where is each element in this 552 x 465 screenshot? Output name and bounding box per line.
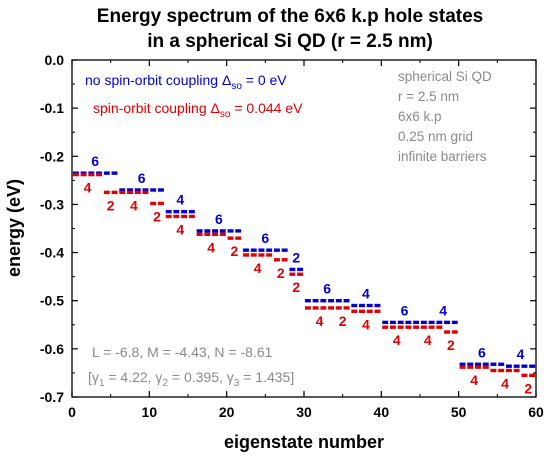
x-tick-label: 0 bbox=[68, 404, 76, 420]
legend-subscript: so bbox=[220, 109, 231, 120]
y-axis-label: energy (eV) bbox=[4, 179, 24, 277]
x-tick-label: 40 bbox=[374, 404, 390, 420]
param-text-segment: = 0.395, γ bbox=[168, 369, 234, 385]
so-degeneracy-label: 2 bbox=[231, 243, 239, 259]
legend-subscript: so bbox=[231, 81, 242, 92]
so-degeneracy-label: 4 bbox=[424, 332, 432, 348]
so-degeneracy-label: 2 bbox=[153, 208, 161, 224]
so-degeneracy-label: 4 bbox=[362, 316, 370, 332]
info-line: 0.25 nm grid bbox=[398, 129, 473, 144]
so-degeneracy-label: 2 bbox=[277, 265, 285, 281]
no-so-degeneracy-label: 2 bbox=[292, 249, 300, 265]
x-tick-label: 10 bbox=[142, 404, 158, 420]
info-line: infinite barriers bbox=[398, 149, 487, 164]
so-degeneracy-label: 4 bbox=[316, 313, 324, 329]
info-line: spherical Si QD bbox=[398, 69, 492, 84]
no-so-degeneracy-label: 4 bbox=[362, 286, 370, 302]
no-so-degeneracy-label: 4 bbox=[176, 192, 184, 208]
y-tick-label: -0.6 bbox=[40, 341, 64, 357]
legend: no spin-orbit coupling Δso = 0 eV spin-or… bbox=[85, 72, 303, 120]
chart-title-line-2: in a spherical Si QD (r = 2.5 nm) bbox=[147, 31, 433, 52]
legend-value: = 0 eV bbox=[242, 72, 287, 88]
so-degeneracy-label: 2 bbox=[292, 279, 300, 295]
no-so-degeneracy-label: 6 bbox=[138, 170, 146, 186]
param-subscript: 3 bbox=[234, 378, 240, 389]
param-text-segment: = 4.22, γ bbox=[104, 369, 162, 385]
no-so-degeneracy-label: 6 bbox=[215, 211, 223, 227]
x-axis-label: eigenstate number bbox=[224, 432, 384, 452]
so-degeneracy-label: 4 bbox=[207, 239, 215, 255]
so-degeneracy-label: 4 bbox=[84, 180, 92, 196]
y-tick-label: -0.4 bbox=[40, 245, 64, 261]
so-degeneracy-label: 2 bbox=[447, 337, 455, 353]
no-so-degeneracy-label: 6 bbox=[261, 230, 269, 246]
so-degeneracy-label: 2 bbox=[524, 380, 532, 396]
info-line: 6x6 k.p bbox=[398, 109, 442, 124]
so-degeneracy-label: 4 bbox=[176, 221, 184, 237]
parameters-box: L = -6.8, M = -4.43, N = -8.61 [γ1 = 4.22… bbox=[88, 344, 294, 389]
info-box: spherical Si QD r = 2.5 nm 6x6 k.p 0.25 nm … bbox=[398, 69, 492, 164]
y-tick-label: -0.3 bbox=[40, 196, 64, 212]
params-luttinger-gamma: [γ1 = 4.22, γ2 = 0.395, γ3 = 1.435] bbox=[88, 369, 294, 389]
axis-ticks: 0 10 20 30 40 50 60 0.0 -0.1 -0.2 -0.3 -0.4 -0.5 -0.6… bbox=[40, 52, 544, 420]
so-degeneracy-label: 4 bbox=[470, 372, 478, 388]
so-degeneracy-label: 2 bbox=[339, 313, 347, 329]
y-tick-label: 0.0 bbox=[45, 52, 65, 68]
y-tick-label: -0.5 bbox=[40, 293, 64, 309]
so-degeneracy-label: 4 bbox=[254, 260, 262, 276]
x-tick-label: 50 bbox=[451, 404, 467, 420]
no-so-degeneracy-label: 4 bbox=[439, 302, 447, 318]
so-degeneracy-label: 4 bbox=[501, 376, 509, 392]
so-degeneracy-label: 4 bbox=[393, 332, 401, 348]
no-so-degeneracy-label: 6 bbox=[323, 281, 331, 297]
y-tick-label: -0.7 bbox=[40, 389, 64, 405]
no-so-degeneracy-label: 6 bbox=[91, 153, 99, 169]
legend-entry-no-so: no spin-orbit coupling Δso = 0 eV bbox=[85, 72, 287, 92]
legend-entry-so: spin-orbit coupling Δso = 0.044 eV bbox=[93, 100, 303, 120]
so-degeneracy-label: 2 bbox=[107, 197, 115, 213]
chart-title-line-1: Energy spectrum of the 6x6 k.p hole stat… bbox=[97, 6, 483, 27]
no-so-degeneracy-label: 6 bbox=[478, 344, 486, 360]
y-tick-label: -0.1 bbox=[40, 100, 64, 116]
param-text-segment: = 1.435] bbox=[239, 369, 294, 385]
params-luttinger-lmn: L = -6.8, M = -4.43, N = -8.61 bbox=[92, 344, 273, 360]
y-tick-label: -0.2 bbox=[40, 148, 64, 164]
x-tick-label: 60 bbox=[528, 404, 544, 420]
no-so-degeneracy-label: 4 bbox=[517, 346, 525, 362]
x-tick-label: 30 bbox=[296, 404, 312, 420]
no-so-degeneracy-label: 6 bbox=[401, 302, 409, 318]
param-text-segment: [γ bbox=[88, 369, 99, 385]
so-degeneracy-label: 4 bbox=[130, 197, 138, 213]
param-subscript: 1 bbox=[99, 378, 105, 389]
param-subscript: 2 bbox=[162, 378, 168, 389]
info-line: r = 2.5 nm bbox=[398, 89, 459, 104]
x-tick-label: 20 bbox=[219, 404, 235, 420]
legend-value: = 0.044 eV bbox=[230, 100, 303, 116]
